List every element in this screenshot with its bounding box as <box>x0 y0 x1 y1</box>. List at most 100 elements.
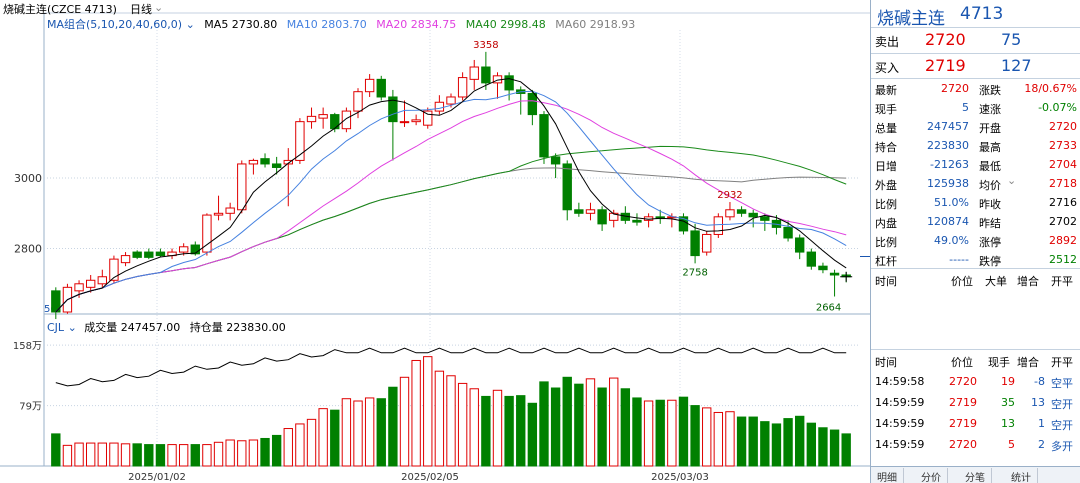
candle-body <box>178 246 189 253</box>
volume-bar <box>818 427 828 467</box>
quote-label: 外盘 <box>875 179 897 192</box>
volume-bar <box>178 444 189 467</box>
date-tick-label: 2025/03/03 <box>651 472 709 483</box>
chevron-down-icon[interactable]: ⌄ <box>185 18 195 31</box>
quote-value: -0.07% <box>1038 101 1077 114</box>
tick-time: 14:59:59 <box>875 396 925 409</box>
volume-bar <box>248 439 259 467</box>
quote-value: 51.0% <box>934 196 969 209</box>
col-price: 价位 <box>951 275 973 288</box>
low-label: 2664 <box>816 302 841 313</box>
volume-bar <box>771 423 782 467</box>
candle-body <box>120 255 131 264</box>
candle-body <box>85 279 96 288</box>
volume-bar <box>806 422 817 467</box>
candle-body <box>783 226 793 239</box>
candle-body <box>155 251 166 257</box>
col-volume: 现手 <box>988 356 1010 369</box>
bid-row: 买入 2719 127 <box>871 54 1080 79</box>
bid-volume: 127 <box>1001 56 1032 75</box>
volume-bar <box>120 443 131 467</box>
volume-bar <box>423 356 433 467</box>
ma40-value: MA40 2998.48 <box>465 18 546 31</box>
candle-body <box>829 272 840 276</box>
volume-bar <box>132 443 142 467</box>
col-open-close: 开平 <box>1051 275 1073 288</box>
quote-label: 杠杆 <box>875 255 897 268</box>
volume-bar <box>388 386 398 467</box>
volume-bar <box>446 375 456 467</box>
candle-body <box>748 212 758 218</box>
quote-label: 速涨 <box>979 103 1001 116</box>
quote-label: 持合 <box>875 141 897 154</box>
quote-value: 2720 <box>1049 120 1077 133</box>
volume-bar <box>632 397 642 467</box>
period-selector[interactable]: 日线 <box>130 3 152 16</box>
candle-body <box>74 283 84 292</box>
volume-bar <box>62 444 73 467</box>
vol-indicator-selector[interactable]: CJL <box>47 321 65 334</box>
volume-bar <box>190 444 200 467</box>
chevron-down-icon[interactable]: ⌄ <box>67 321 77 334</box>
quote-value: 2892 <box>1049 234 1077 247</box>
candle-body <box>632 219 642 223</box>
kline-chart-svg[interactable]: 3000 2800 158万 79万 2025/01/02 2025/02/05 2025/… <box>0 0 870 483</box>
volume-bar <box>550 387 561 467</box>
candle-body <box>702 233 712 253</box>
volume-bar <box>667 399 677 467</box>
volume-bar <box>690 405 700 467</box>
quote-row: 比例 49.0% 涨停 2892 <box>871 231 1080 250</box>
volume-tick-label: 79万 <box>19 402 42 413</box>
tab-stats[interactable]: 统计 <box>1005 468 1038 483</box>
candle-body <box>202 214 212 253</box>
divider <box>871 53 1080 54</box>
chevron-down-icon[interactable]: ⌄ <box>154 1 164 14</box>
candle-body <box>760 216 770 221</box>
volume-bar <box>504 395 514 467</box>
candle-body <box>341 110 352 130</box>
candle-body <box>144 251 154 258</box>
col-time: 时间 <box>875 275 897 288</box>
tab-price-dist[interactable]: 分价 <box>915 468 948 483</box>
col-time: 时间 <box>875 356 897 369</box>
ma-legend: MA组合(5,10,20,40,60,0) ⌄ MA5 2730.80 MA10… <box>47 16 635 32</box>
quote-label: 最高 <box>979 141 1001 154</box>
chevron-down-icon[interactable]: ⌄ <box>1007 174 1017 187</box>
low-label: 2758 <box>682 267 707 278</box>
ma10-line <box>55 90 847 313</box>
quote-label: 日增 <box>875 160 897 173</box>
candle-body <box>609 212 619 221</box>
volume-bar <box>492 389 503 467</box>
ma-group-selector[interactable]: MA组合(5,10,20,40,60,0) <box>47 18 183 31</box>
col-oi-change: 增合 <box>1017 275 1039 288</box>
quote-label: 总量 <box>875 122 897 135</box>
price-line-marker <box>860 256 872 257</box>
candle-body <box>423 110 433 126</box>
volume-bar <box>341 398 352 467</box>
quote-label: 跌停 <box>979 255 1001 268</box>
candle-body <box>481 66 491 84</box>
volume-bar <box>457 382 468 467</box>
quote-row: 杠杆 ----- 跌停 2512 <box>871 250 1080 269</box>
volume-bar <box>225 439 235 467</box>
volume-bar <box>469 388 479 467</box>
volume-bar <box>51 433 61 467</box>
candle-body <box>388 96 398 123</box>
quote-value: 5 <box>962 101 969 114</box>
candle-body <box>213 212 224 216</box>
quote-row: 内盘 120874 昨结 2702 <box>871 212 1080 231</box>
tick-time: 14:59:59 <box>875 417 925 430</box>
tick-price: 2719 <box>949 396 977 409</box>
quote-value: ----- <box>949 253 969 266</box>
tick-header: 时间 价位 现手 增合 开平 <box>871 350 1080 370</box>
tab-detail[interactable]: 明细 <box>871 468 904 483</box>
volume-bar <box>364 397 375 467</box>
quote-value: 2704 <box>1049 158 1077 171</box>
quote-label: 最新 <box>875 84 897 97</box>
candle-body <box>306 115 317 123</box>
candle-body <box>469 66 479 80</box>
volume-bar <box>562 376 572 467</box>
kline-chart-area[interactable]: 3000 2800 158万 79万 2025/01/02 2025/02/05 2025/… <box>0 0 872 483</box>
tab-minute[interactable]: 分笔 <box>959 468 992 483</box>
candle-body <box>364 78 375 93</box>
